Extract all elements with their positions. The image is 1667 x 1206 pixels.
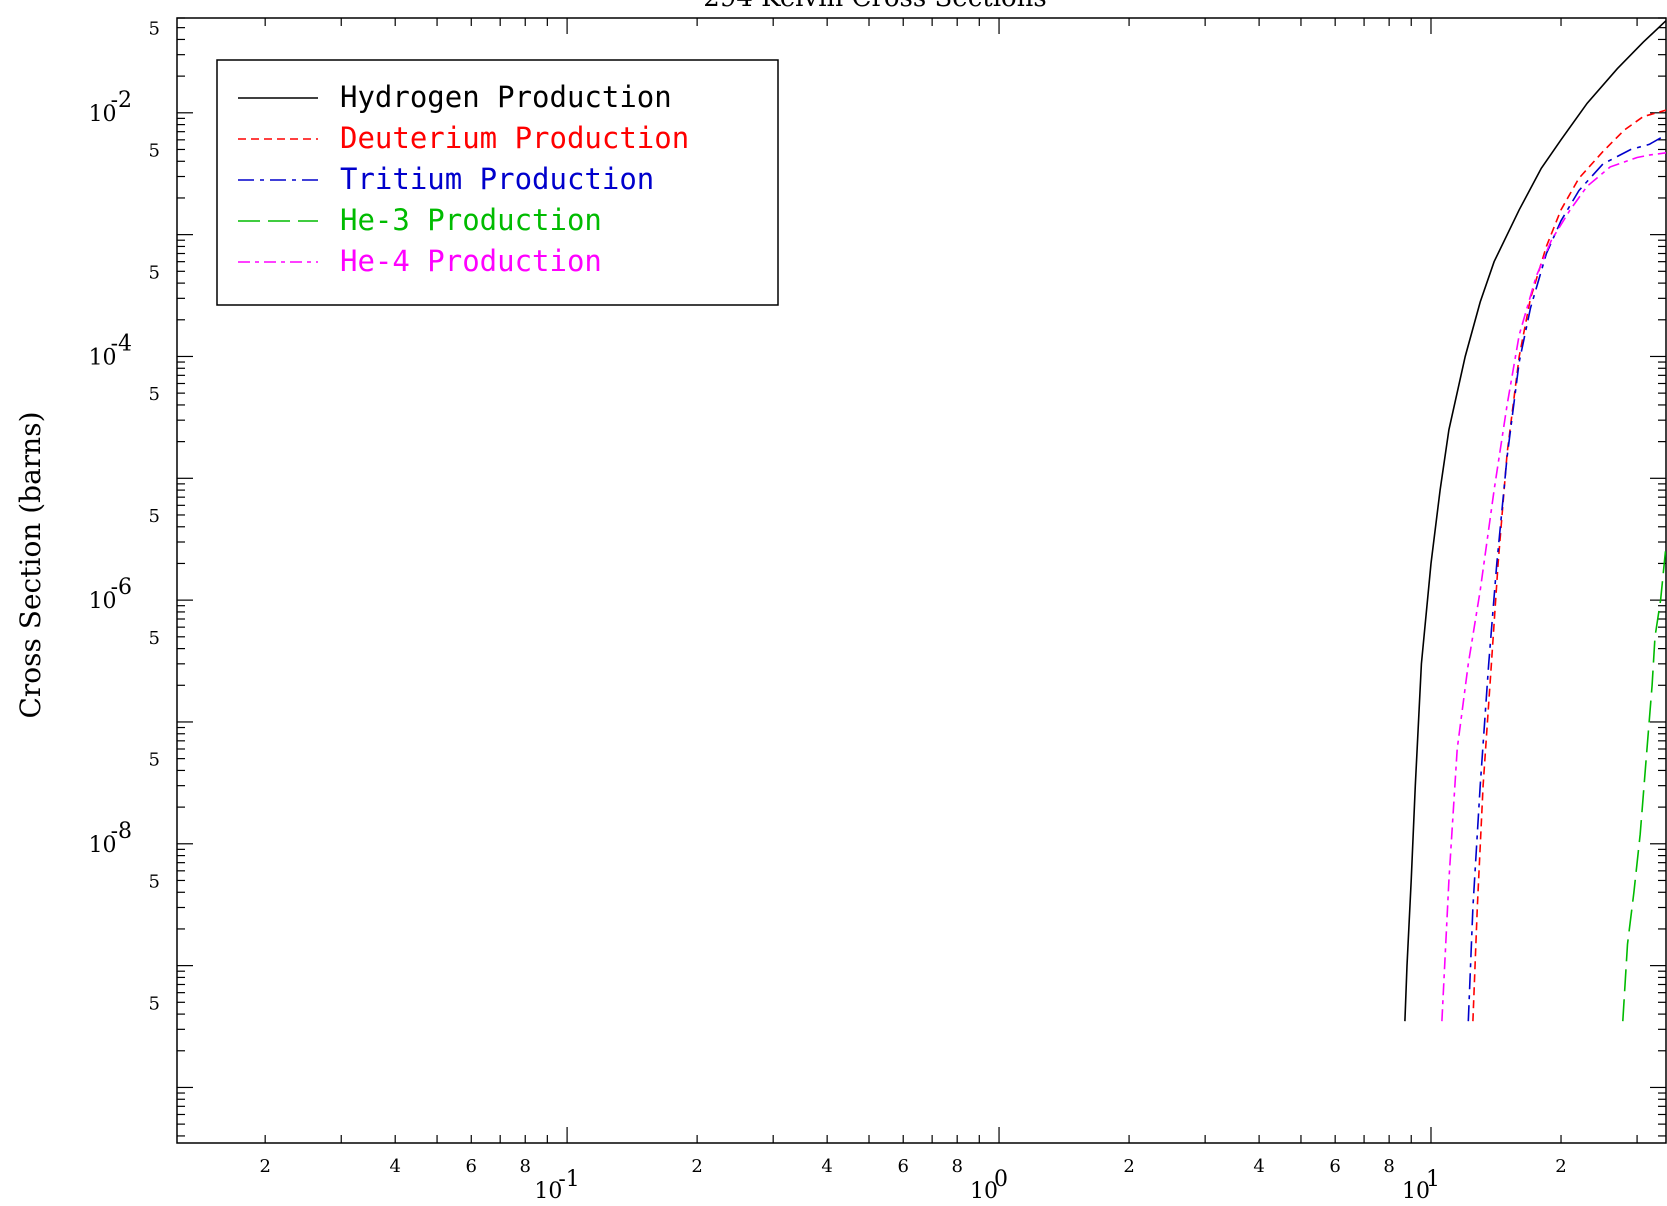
- legend-label: Hydrogen Production: [340, 80, 672, 114]
- y-axis-labels: 5 5 5 5 5 5 5 5 5 10-2 10-4 10-6 10-8: [89, 19, 160, 1015]
- axis-ticks: [177, 17, 1666, 1143]
- y-tick-label: 5: [149, 262, 160, 283]
- series-line-4: [1441, 152, 1666, 1022]
- series-line-0: [1404, 20, 1666, 1022]
- x-tick-label: 8: [520, 1156, 531, 1177]
- x-tick-label: 4: [389, 1156, 400, 1177]
- legend-label: He-3 Production: [340, 203, 602, 237]
- legend-label: He-4 Production: [340, 244, 602, 278]
- series-lines: [1404, 20, 1666, 1022]
- y-tick-label: 5: [149, 384, 160, 405]
- y-tick-label: 5: [149, 506, 160, 527]
- y-major-tick-label: 10-4: [89, 331, 132, 370]
- x-axis-labels: 2 4 6 8 2 4 6 8 2 4 6 8 2 10-1 100 101: [259, 1156, 1566, 1204]
- x-tick-label: 4: [821, 1156, 832, 1177]
- x-major-tick-label: 10-1: [534, 1167, 579, 1204]
- x-tick-label: 2: [691, 1156, 702, 1177]
- legend: Hydrogen Production Deuterium Production T…: [216, 59, 779, 306]
- legend-label: Tritium Production: [340, 162, 654, 196]
- chart-title: 294 Kelvin Cross Sections: [703, 0, 1047, 13]
- x-major-tick-label: 100: [970, 1167, 1008, 1204]
- y-major-tick-label: 10-2: [89, 88, 132, 127]
- y-tick-label: 5: [149, 993, 160, 1014]
- y-tick-label: 5: [149, 871, 160, 892]
- plot-frame: [176, 17, 1667, 1144]
- x-tick-label: 8: [1383, 1156, 1394, 1177]
- x-tick-label: 2: [1555, 1156, 1566, 1177]
- series-line-2: [1467, 134, 1666, 1022]
- x-tick-label: 8: [951, 1156, 962, 1177]
- legend-label: Deuterium Production: [340, 121, 689, 155]
- legend-box: [216, 59, 779, 306]
- y-tick-label: 5: [149, 628, 160, 649]
- x-tick-label: 2: [1123, 1156, 1134, 1177]
- series-line-3: [1622, 545, 1666, 1022]
- x-tick-label: 6: [1329, 1156, 1340, 1177]
- y-major-tick-label: 10-8: [89, 819, 132, 858]
- y-major-tick-label: 10-6: [89, 575, 132, 614]
- x-tick-label: 2: [259, 1156, 270, 1177]
- y-tick-label: 5: [149, 19, 160, 40]
- x-tick-label: 6: [897, 1156, 908, 1177]
- y-tick-label: 5: [149, 750, 160, 771]
- y-axis-title: Cross Section (barns): [14, 412, 47, 719]
- x-tick-label: 6: [466, 1156, 477, 1177]
- x-major-tick-label: 101: [1402, 1167, 1440, 1204]
- y-tick-label: 5: [149, 140, 160, 161]
- x-tick-label: 4: [1253, 1156, 1264, 1177]
- series-line-1: [1472, 109, 1666, 1022]
